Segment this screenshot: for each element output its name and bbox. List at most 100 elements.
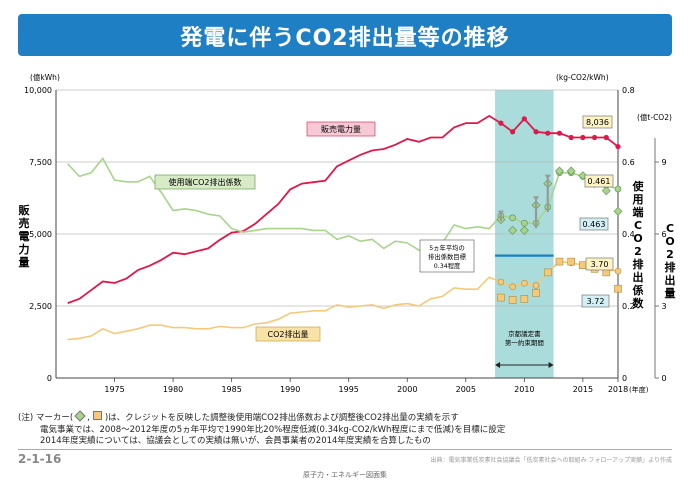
x-tick-label: 1985 bbox=[221, 385, 241, 394]
sales-point bbox=[591, 134, 598, 141]
emis-adjusted-marker bbox=[614, 284, 622, 293]
coef-point bbox=[509, 214, 516, 222]
emis-adjusted-marker bbox=[579, 261, 587, 270]
kyoto-label-text: 京都議定書 bbox=[508, 329, 541, 338]
sales-point bbox=[615, 143, 621, 150]
left-axis-unit: (億kWh) bbox=[30, 72, 60, 82]
right1-axis-label: 端 bbox=[633, 205, 644, 219]
emis-adjusted-marker bbox=[543, 268, 552, 277]
right1-axis-label: O bbox=[633, 232, 642, 245]
x-tick-label: 1975 bbox=[104, 385, 124, 394]
emis-adjusted-marker bbox=[532, 288, 540, 297]
emis-series-label-text: CO2排出量 bbox=[268, 329, 309, 339]
x-tick-label: 2000 bbox=[397, 385, 417, 394]
x-tick-label: 2015 bbox=[573, 385, 593, 394]
sales-point bbox=[556, 130, 563, 136]
left-tick-label: 10,000 bbox=[24, 86, 52, 95]
coef-adjusted-value-box bbox=[579, 217, 609, 231]
right2-tick-label: 0 bbox=[661, 374, 666, 383]
title-banner: 発電に伴うCO2排出量等の推移 bbox=[18, 14, 672, 56]
right2-tick-label: 6 bbox=[661, 230, 666, 239]
sales-point bbox=[521, 116, 527, 122]
target-label-box bbox=[419, 239, 475, 273]
coef-adjusted-marker bbox=[508, 225, 518, 235]
page-number: 2-1-16 bbox=[18, 452, 62, 466]
x-tick-label: 1980 bbox=[163, 385, 183, 394]
emis-measured-value-box bbox=[585, 257, 614, 271]
left-axis-label: 販 bbox=[19, 203, 31, 217]
right1-axis-label: 2 bbox=[634, 245, 642, 258]
right1-axis-label: 出 bbox=[633, 270, 644, 284]
emis-measured-value-text: 3.70 bbox=[591, 260, 609, 269]
adjust-arrow-head bbox=[497, 210, 504, 216]
right2-axis-label: 排 bbox=[665, 260, 676, 274]
target-label-text: 5ヵ年平均の bbox=[429, 243, 465, 252]
note1-prefix: (注) マーカー( bbox=[18, 413, 74, 423]
left-axis-label: 量 bbox=[19, 256, 30, 269]
coef-measured-value-text: 0.461 bbox=[588, 177, 611, 186]
right1-axis-label: C bbox=[634, 219, 642, 232]
note-line-3: 2014年度実績については、協議会としての実績は無いが、会員事業者の2014年度… bbox=[40, 436, 431, 446]
coef-adjusted-marker bbox=[519, 225, 529, 235]
note1-text: )は、クレジットを反映した調整後使用端CO2排出係数および調整後CO2排出量の実… bbox=[104, 413, 459, 423]
kyoto-label-text: 第一約束期間 bbox=[505, 338, 544, 347]
left-tick-label: 0 bbox=[47, 374, 52, 383]
right1-tick-label: 0.6 bbox=[622, 158, 635, 167]
footer-text: 原子力・エネルギー図面集 bbox=[303, 471, 387, 479]
left-axis-label: 電 bbox=[19, 230, 30, 243]
right2-axis-label: 2 bbox=[666, 248, 674, 261]
kyoto-arrow-left bbox=[495, 362, 501, 368]
note-line-2: 電気事業では、2008～2012年度の5ヵ年平均で1990年比20%程度低減(0… bbox=[40, 425, 506, 435]
coef-adjusted-marker bbox=[601, 186, 611, 196]
target-label-text: 0.34程度 bbox=[434, 261, 461, 270]
right1-axis-label: 排 bbox=[633, 257, 644, 271]
emis-adjusted-marker bbox=[555, 257, 564, 266]
sales-point bbox=[498, 120, 504, 126]
square-marker-icon bbox=[92, 411, 102, 420]
right1-axis-unit: (kg-CO2/kWh) bbox=[556, 73, 609, 82]
sales-series-label-text: 販売電力量 bbox=[321, 124, 361, 134]
emis-adjusted-marker bbox=[567, 257, 575, 266]
left-tick-label: 7,500 bbox=[29, 158, 52, 167]
right2-axis-label: 出 bbox=[665, 273, 676, 287]
right1-tick-label: 0.8 bbox=[622, 86, 635, 95]
left-axis-label: 力 bbox=[19, 242, 30, 256]
emis-point bbox=[614, 267, 622, 275]
right1-axis-label: 数 bbox=[633, 296, 645, 310]
x-tick-label: 2018 bbox=[608, 385, 628, 394]
right2-axis-label: C bbox=[666, 222, 674, 235]
right1-tick-label: 0 bbox=[622, 374, 627, 383]
target-label-text: 排出係数目標 bbox=[428, 252, 466, 261]
sales-last-value-box bbox=[582, 115, 613, 129]
emis-point bbox=[497, 278, 505, 286]
right1-tick-label: 0.2 bbox=[622, 302, 635, 311]
right2-axis-unit: (億t-CO2) bbox=[637, 112, 672, 122]
coef-adjusted-marker bbox=[566, 166, 576, 176]
emis-point bbox=[532, 282, 540, 289]
emis-adjusted-marker bbox=[508, 296, 517, 304]
coef-point bbox=[614, 185, 622, 193]
right1-tick-label: 0.4 bbox=[622, 230, 635, 239]
right2-axis-label: 量 bbox=[665, 287, 676, 300]
coef-adjusted-marker bbox=[555, 166, 564, 176]
x-tick-suffix: (年度) bbox=[629, 385, 649, 394]
coef-adjusted-marker bbox=[613, 206, 623, 216]
emis-point bbox=[521, 279, 528, 287]
coef-series-label-text: 使用端CO2排出係数 bbox=[169, 177, 242, 187]
kyoto-arrow-right bbox=[548, 362, 554, 368]
sales-last-value-text: 8,036 bbox=[586, 118, 609, 127]
right1-axis-label: 使 bbox=[632, 179, 645, 193]
coef-point bbox=[521, 219, 528, 227]
source-text: 出典：電気事業低炭素社会協議会「低炭素社会への取組み フォローアップ実績」より作… bbox=[430, 457, 672, 464]
series-line bbox=[67, 114, 619, 304]
left-tick-label: 5,000 bbox=[29, 230, 52, 239]
coef-measured-value-box bbox=[584, 174, 614, 188]
sales-series-label-box bbox=[306, 121, 376, 137]
x-tick-label: 1990 bbox=[280, 385, 300, 394]
sales-point bbox=[533, 129, 539, 135]
divider bbox=[18, 449, 672, 450]
x-tick-label: 2010 bbox=[514, 385, 534, 394]
right1-axis-label: 用 bbox=[633, 193, 644, 206]
right1-axis-label: 係 bbox=[633, 283, 644, 297]
x-tick-label: 2005 bbox=[456, 385, 476, 394]
